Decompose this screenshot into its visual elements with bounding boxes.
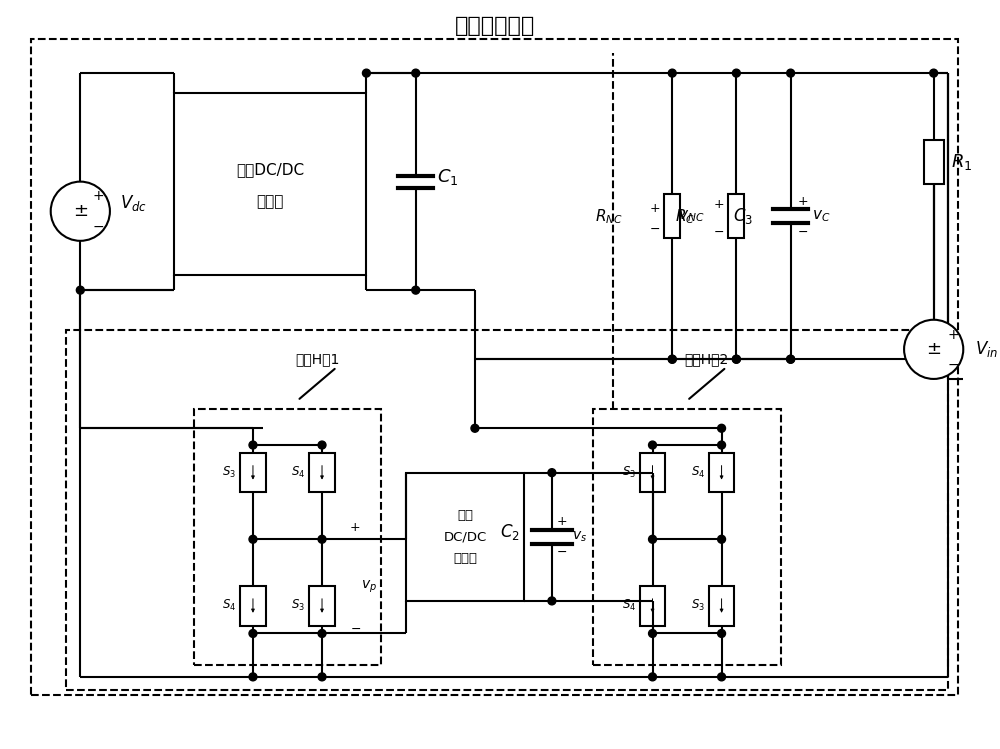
Circle shape [718,536,726,543]
Text: +: + [948,327,959,342]
Text: $-$: $-$ [947,357,959,372]
Text: +: + [797,195,808,208]
Circle shape [412,69,420,77]
Bar [593,408,781,665]
Text: $C_2$: $C_2$ [500,522,520,542]
Text: 直流电力弹簧: 直流电力弹簧 [455,16,535,36]
Text: +: + [649,201,660,215]
Circle shape [249,536,257,543]
Bar [924,140,944,184]
Circle shape [718,673,726,681]
Circle shape [649,536,656,543]
Circle shape [718,441,726,449]
Circle shape [732,355,740,363]
Text: $-$: $-$ [556,545,567,558]
Circle shape [362,69,370,77]
Bar [240,453,266,492]
Circle shape [787,355,795,363]
Bar [66,330,948,690]
Text: $S_4$: $S_4$ [691,465,705,480]
Text: 双向DC/DC: 双向DC/DC [236,162,304,177]
Bar [728,195,744,238]
Circle shape [649,629,656,637]
Text: $S_4$: $S_4$ [222,598,236,613]
Text: 单相H桥1: 单相H桥1 [295,352,339,366]
Circle shape [732,69,740,77]
Circle shape [471,425,479,432]
Text: $S_3$: $S_3$ [622,465,636,480]
Text: $-$: $-$ [713,225,724,237]
Text: $-$: $-$ [649,222,660,234]
Text: $C_1$: $C_1$ [437,167,459,187]
Circle shape [412,286,420,294]
Circle shape [930,69,938,77]
Text: +: + [350,521,360,534]
Circle shape [249,629,257,637]
Circle shape [904,320,963,379]
Text: $S_3$: $S_3$ [291,598,305,613]
Text: $S_3$: $S_3$ [222,465,236,480]
Circle shape [318,441,326,449]
Text: +: + [556,515,567,529]
Bar [709,453,734,492]
Text: $R_1$: $R_1$ [951,152,973,172]
Text: $S_4$: $S_4$ [622,598,636,613]
Text: 单相H桥2: 单相H桥2 [685,352,729,366]
Text: $v_{NC}$: $v_{NC}$ [678,208,705,224]
Text: $-$: $-$ [350,622,361,635]
Bar [194,408,381,665]
Circle shape [318,673,326,681]
Circle shape [649,441,656,449]
Text: 变换器: 变换器 [453,552,477,565]
Circle shape [548,597,556,605]
Circle shape [718,425,726,432]
Circle shape [318,536,326,543]
Circle shape [787,355,795,363]
Circle shape [732,355,740,363]
Text: $R_C$: $R_C$ [675,207,695,225]
Bar [309,586,335,625]
Text: $S_3$: $S_3$ [691,598,705,613]
Bar [664,195,680,238]
Circle shape [76,286,84,294]
Text: +: + [713,198,724,210]
Circle shape [649,673,656,681]
Bar [406,473,524,601]
Circle shape [318,629,326,637]
Text: $-$: $-$ [797,225,808,237]
Circle shape [668,69,676,77]
Text: $C_3$: $C_3$ [733,206,753,226]
Circle shape [668,355,676,363]
Bar [240,586,266,625]
Text: DC/DC: DC/DC [443,530,487,543]
Bar [31,39,958,694]
Bar [640,586,665,625]
Text: $v_p$: $v_p$ [361,578,377,595]
Bar [309,453,335,492]
Circle shape [249,673,257,681]
Text: $V_{dc}$: $V_{dc}$ [120,193,147,213]
Text: $v_s$: $v_s$ [572,530,587,544]
Bar [640,453,665,492]
Text: 单向: 单向 [457,509,473,521]
Text: $S_4$: $S_4$ [291,465,305,480]
Text: 变换器: 变换器 [257,194,284,210]
Circle shape [787,69,795,77]
Bar [709,586,734,625]
Circle shape [718,629,726,637]
Bar [174,93,366,276]
Text: $\pm$: $\pm$ [73,202,88,220]
Text: $V_{in}$: $V_{in}$ [975,339,998,360]
Text: $-$: $-$ [92,219,104,233]
Text: $R_{NC}$: $R_{NC}$ [595,207,623,225]
Circle shape [668,355,676,363]
Circle shape [548,469,556,476]
Circle shape [51,181,110,241]
Circle shape [249,441,257,449]
Text: +: + [92,189,104,204]
Text: $\pm$: $\pm$ [926,340,941,358]
Text: $v_C$: $v_C$ [812,208,831,224]
